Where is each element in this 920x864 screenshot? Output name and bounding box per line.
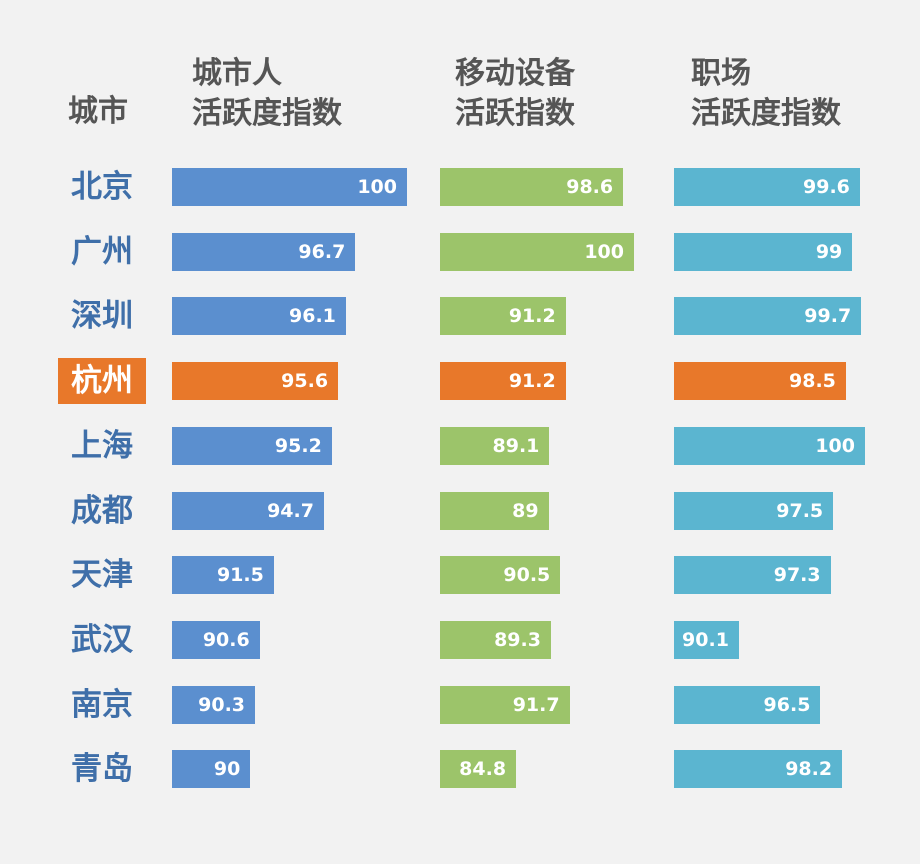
value-label: 90.6	[202, 628, 250, 651]
bar: 96.7	[172, 232, 356, 271]
value-label: 91.2	[508, 305, 556, 328]
value-label: 99.6	[803, 176, 850, 198]
category-label: 青岛	[71, 751, 133, 788]
category-label: 上海	[71, 427, 133, 464]
value-label: 89	[512, 499, 539, 522]
bar: 90.6	[172, 620, 260, 659]
category-label: 天津	[71, 557, 133, 594]
value-label: 100	[357, 176, 397, 198]
bar: 99.7	[674, 297, 862, 336]
value-label: 89.3	[494, 628, 541, 651]
series-header: 移动设备 活跃指数	[455, 56, 575, 131]
bar: 91.7	[440, 685, 570, 724]
bar: 95.6	[172, 362, 339, 401]
value-label: 95.2	[274, 434, 322, 457]
value-label: 90.5	[503, 564, 551, 587]
value-label: 91.5	[216, 564, 264, 587]
value-label: 91.7	[512, 693, 560, 716]
bar: 91.5	[172, 556, 274, 595]
bar: 98.5	[674, 362, 846, 401]
value-label: 100	[815, 434, 855, 457]
bar: 89.1	[440, 426, 550, 465]
bar: 94.7	[172, 491, 324, 530]
bar: 96.5	[674, 685, 821, 724]
category-label: 武汉	[71, 621, 133, 658]
value-label: 96.7	[298, 240, 346, 263]
value-label: 98.2	[785, 758, 833, 781]
value-label: 99	[815, 240, 843, 263]
category-label: 南京	[71, 686, 133, 723]
bar: 91.2	[440, 297, 566, 336]
bar: 91.2	[440, 362, 566, 401]
value-label: 95.6	[281, 370, 329, 393]
value-label: 90	[213, 758, 241, 781]
value-label: 96.5	[763, 693, 811, 716]
value-label: 89.1	[492, 434, 540, 457]
bar: 97.3	[674, 556, 831, 595]
series-header: 职场 活跃度指数	[691, 56, 841, 131]
category-label: 广州	[71, 233, 133, 270]
series-header: 城市人 活跃度指数	[192, 56, 342, 131]
value-label: 94.7	[267, 499, 314, 522]
bar: 89.3	[440, 620, 551, 659]
bar: 90.1	[674, 620, 739, 659]
value-label: 100	[584, 240, 624, 263]
bar: 84.8	[440, 750, 517, 789]
value-label: 98.5	[789, 370, 836, 393]
value-label: 84.8	[459, 758, 507, 781]
value-label: 99.7	[804, 305, 852, 328]
bar: 100	[674, 426, 865, 465]
category-label: 深圳	[71, 298, 133, 335]
bar: 99.6	[674, 168, 860, 206]
bar: 99	[674, 232, 853, 271]
value-label: 97.3	[773, 564, 821, 587]
bar: 97.5	[674, 491, 834, 530]
category-label: 杭州	[58, 358, 146, 405]
bar: 96.1	[172, 297, 346, 336]
value-label: 96.1	[289, 305, 336, 328]
bar: 98.6	[440, 168, 624, 206]
value-label: 90.3	[198, 693, 246, 716]
bar: 90.3	[172, 685, 256, 724]
category-header: 城市	[68, 94, 128, 129]
value-label: 90.1	[682, 628, 729, 651]
bar: 89	[440, 491, 549, 530]
value-label: 97.5	[776, 499, 824, 522]
category-label: 成都	[71, 492, 133, 529]
category-label: 北京	[71, 169, 133, 205]
bar: 100	[440, 232, 634, 271]
bar: 90	[172, 750, 251, 789]
bar: 98.2	[674, 750, 843, 789]
bar: 90.5	[440, 556, 561, 595]
value-label: 98.6	[566, 176, 614, 198]
bar: 95.2	[172, 426, 332, 465]
bar: 100	[172, 168, 407, 206]
value-label: 91.2	[508, 370, 556, 393]
